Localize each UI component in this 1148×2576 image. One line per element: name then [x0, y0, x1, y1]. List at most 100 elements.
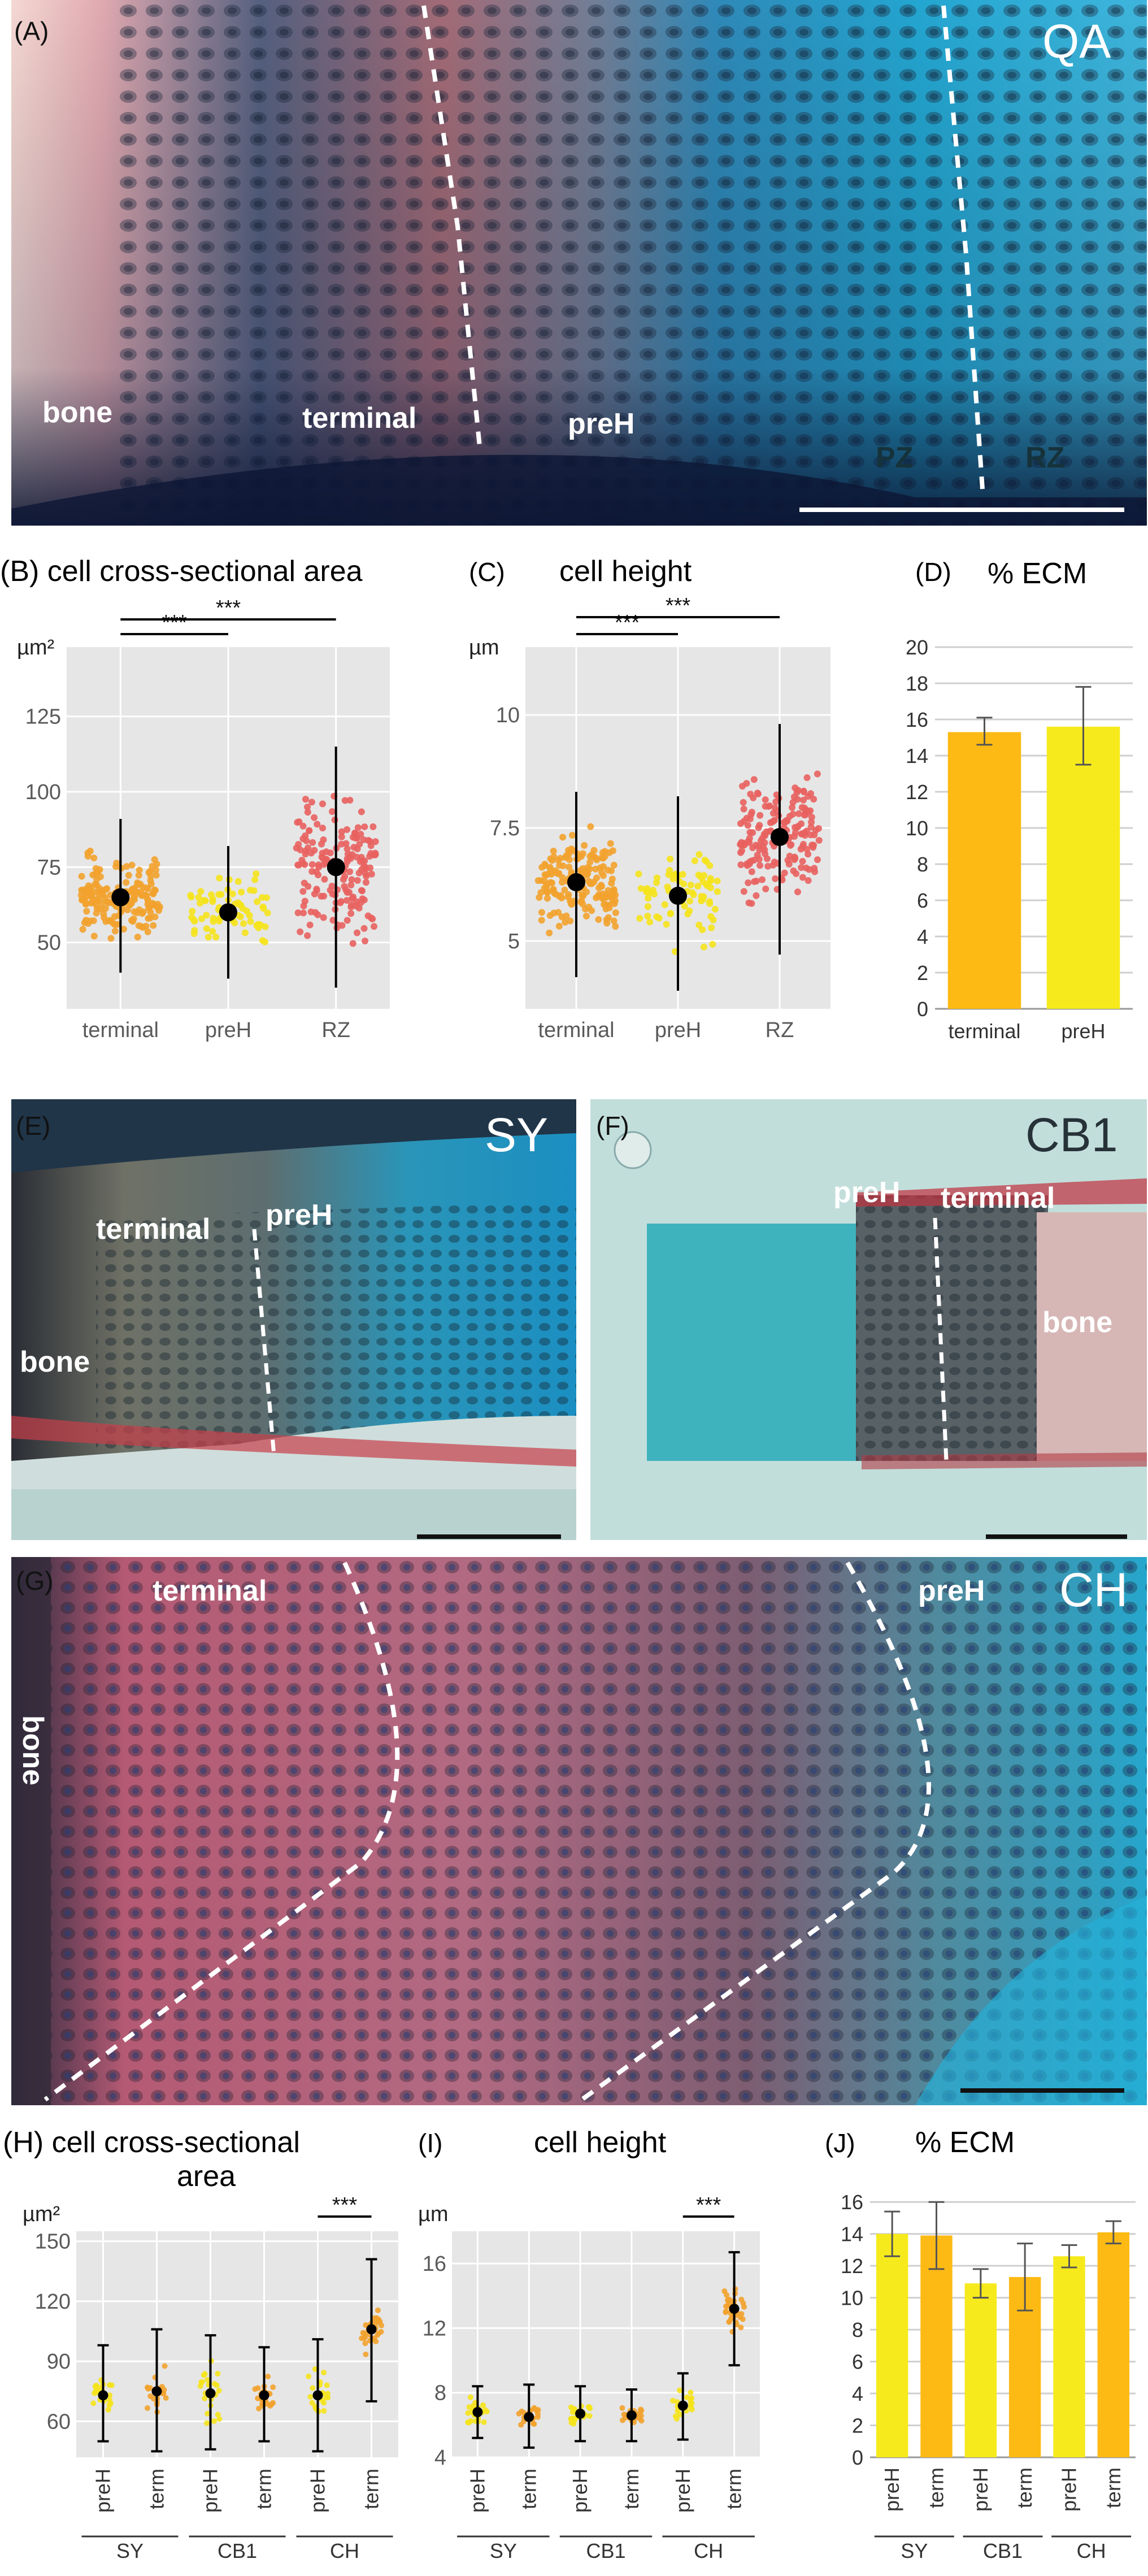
- data-point: [263, 894, 270, 901]
- y-tick-label: 4: [917, 925, 928, 948]
- data-point: [805, 793, 812, 800]
- data-point: [608, 879, 615, 887]
- data-point: [247, 918, 254, 925]
- data-point: [306, 2373, 312, 2379]
- data-point: [329, 917, 337, 924]
- data-point: [90, 917, 97, 925]
- data-point: [670, 2397, 676, 2404]
- data-point: [215, 2412, 221, 2418]
- data-point: [297, 846, 304, 853]
- label-preh-a: preH: [568, 407, 635, 440]
- data-point: [571, 2421, 577, 2427]
- chart-d-svg: (D) % ECM 0 2 4 6 8 10 12 14 16 18 20 terminal preH: [906, 557, 1133, 1043]
- data-point: [347, 903, 355, 910]
- data-point: [811, 865, 818, 872]
- data-point: [120, 925, 127, 933]
- mean-point: [729, 2304, 740, 2314]
- data-point: [810, 796, 817, 803]
- data-point: [784, 857, 792, 864]
- data-point: [363, 2351, 369, 2357]
- label-terminal-a: terminal: [302, 402, 417, 435]
- data-point: [764, 862, 772, 870]
- data-point: [608, 867, 615, 874]
- data-point: [619, 2405, 625, 2411]
- data-point: [590, 847, 598, 854]
- data-point: [197, 2383, 203, 2389]
- panel-letter-e: (E): [16, 1111, 51, 1140]
- data-point: [371, 923, 378, 930]
- data-point: [347, 910, 355, 917]
- micrograph-f: [590, 1099, 1147, 1540]
- y-tick-label: 120: [35, 2290, 71, 2314]
- chart-c-plot: 5 7.5 10 terminal preH RZ *** ***: [490, 594, 830, 1042]
- x-tick-label: term: [620, 2469, 643, 2509]
- chart-h: (H) cell cross-sectional area µm² 60 90 12…: [0, 2119, 407, 2576]
- data-point: [651, 890, 658, 897]
- data-point: [559, 878, 566, 886]
- data-point: [546, 929, 553, 936]
- data-point: [259, 936, 266, 944]
- data-point: [346, 868, 354, 875]
- data-point: [379, 2322, 385, 2328]
- data-point: [92, 865, 99, 872]
- data-point: [808, 842, 816, 849]
- data-point: [754, 790, 762, 797]
- data-point: [686, 897, 694, 905]
- data-point: [750, 776, 758, 783]
- data-point: [612, 923, 619, 930]
- data-point: [211, 2380, 218, 2387]
- data-point: [745, 879, 752, 886]
- data-point: [538, 909, 545, 916]
- significance-label: ***: [666, 594, 691, 618]
- data-point: [320, 892, 328, 900]
- chart-h-title-line2: area: [177, 2160, 236, 2193]
- y-tick-label: 8: [852, 2318, 863, 2341]
- chart-j-title: % ECM: [915, 2126, 1015, 2159]
- data-point: [218, 891, 225, 898]
- data-point: [666, 866, 673, 874]
- y-tick-label: 20: [906, 636, 928, 659]
- data-point: [759, 876, 766, 883]
- data-point: [721, 2288, 728, 2294]
- significance-label: ***: [615, 611, 640, 635]
- data-point: [753, 892, 760, 899]
- bar: [964, 2283, 997, 2457]
- data-point: [694, 882, 702, 890]
- x-tick-label: preH: [199, 2469, 222, 2513]
- data-point: [803, 774, 811, 782]
- scale-bar-e: [417, 1534, 561, 1539]
- chart-j: (J) % ECM 0 2 4 6 8 10 12 14 16 preH term preH term p…: [802, 2119, 1148, 2576]
- data-point: [799, 874, 806, 881]
- data-point: [569, 897, 577, 905]
- data-point: [162, 2363, 168, 2369]
- label-bone-a: bone: [42, 396, 113, 429]
- data-point: [571, 2406, 577, 2412]
- data-point: [134, 909, 141, 917]
- chart-d: (D) % ECM 0 2 4 6 8 10 12 14 16 18 20 terminal preH: [881, 554, 1148, 1074]
- data-point: [609, 847, 616, 855]
- data-point: [565, 864, 572, 871]
- x-tick-label: preH: [969, 2467, 992, 2512]
- data-point: [368, 870, 375, 878]
- data-point: [356, 840, 363, 848]
- data-point: [163, 2395, 169, 2401]
- plot-background: [452, 2231, 760, 2457]
- data-point: [105, 899, 112, 907]
- data-point: [251, 876, 259, 883]
- data-point: [350, 894, 357, 901]
- chart-d-letter: (D): [915, 557, 951, 587]
- x-tick-label: term: [517, 2469, 540, 2509]
- label-bone-e: bone: [20, 1346, 90, 1378]
- mean-point: [98, 2390, 108, 2401]
- data-point: [579, 850, 586, 857]
- mean-point: [575, 2408, 586, 2419]
- data-point: [593, 894, 600, 901]
- data-point: [761, 846, 768, 853]
- y-tick-label: 125: [25, 705, 61, 729]
- data-point: [342, 840, 350, 847]
- x-tick-label: preH: [92, 2469, 115, 2513]
- data-point: [91, 897, 98, 905]
- data-point: [304, 932, 311, 939]
- data-point: [709, 940, 716, 948]
- data-point: [131, 892, 138, 900]
